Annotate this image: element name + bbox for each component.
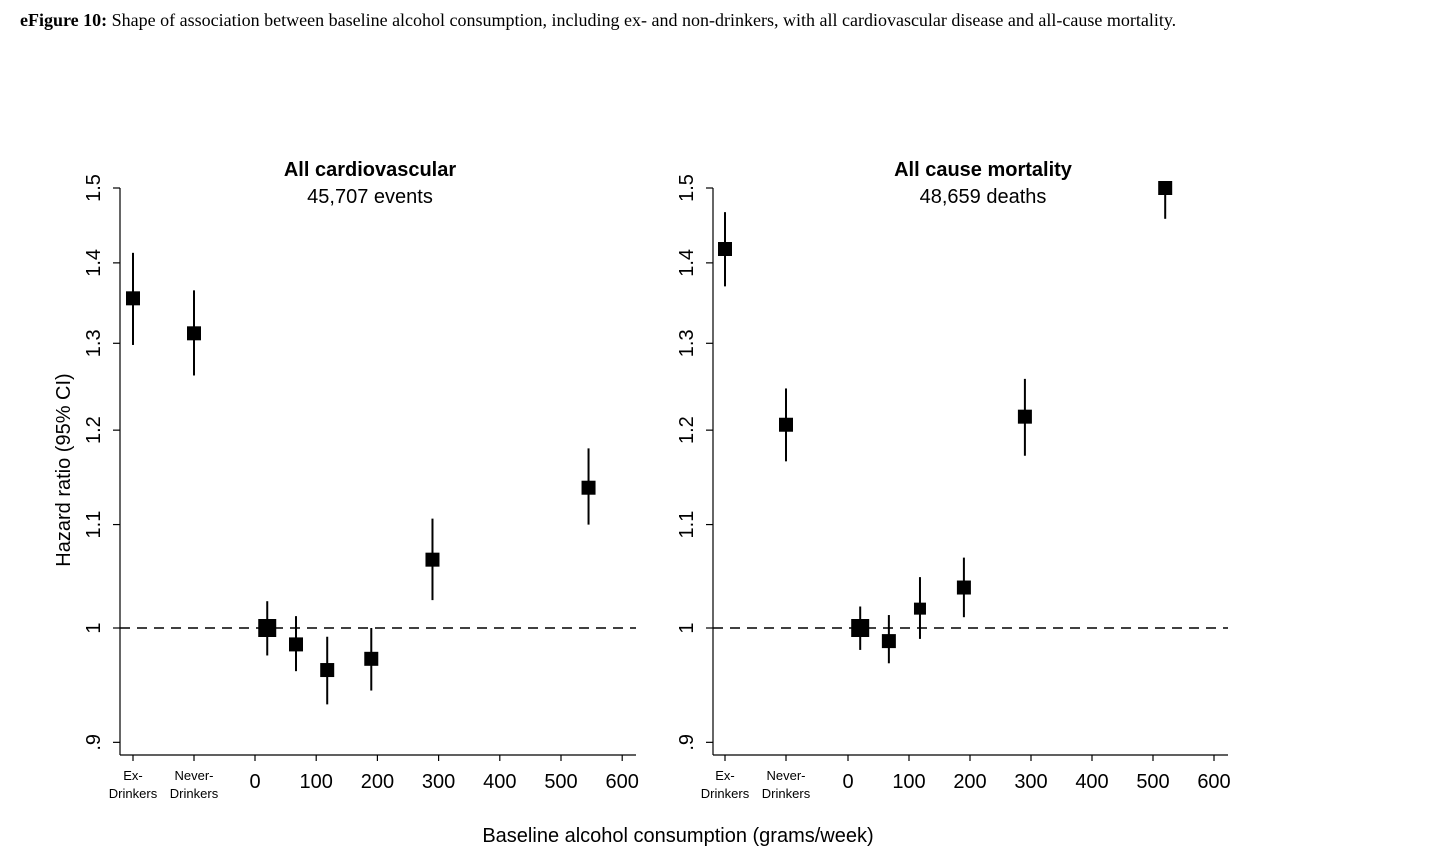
x-tick-label: 500 — [544, 771, 577, 793]
y-tick-label: 1 — [83, 622, 105, 633]
x-category-label: Drinkers — [701, 786, 750, 801]
x-tick-label: 600 — [606, 771, 639, 793]
y-axis-label: Hazard ratio (95% CI) — [53, 373, 75, 566]
chart-title: All cardiovascular — [284, 159, 457, 181]
chart-panel-cardiovascular: All cardiovascular 45,707 events .9 1 1.1 1.2… — [83, 159, 639, 801]
data-point-marker — [1017, 409, 1032, 424]
chart-subtitle: 48,659 deaths — [920, 186, 1047, 208]
x-tick-label: 0 — [842, 771, 853, 793]
x-tick-label: 100 — [300, 771, 333, 793]
chart-title: All cause mortality — [894, 159, 1073, 181]
data-point-marker — [425, 552, 440, 567]
caption-text: Shape of association between baseline al… — [107, 10, 1177, 30]
x-category-label: Never- — [766, 768, 805, 783]
y-tick-label: 1.2 — [676, 416, 698, 444]
x-category-label: Ex- — [123, 768, 143, 783]
data-point-marker — [956, 580, 971, 595]
chart-panel-mortality: All cause mortality 48,659 deaths .9 1 1.1 1.… — [676, 159, 1231, 801]
y-tick-label: 1.1 — [676, 511, 698, 539]
data-point-marker — [881, 634, 896, 649]
x-tick-label: 200 — [361, 771, 394, 793]
y-tick-label: 1.4 — [676, 249, 698, 277]
data-point-marker — [1158, 181, 1173, 195]
y-tick-label: 1.5 — [676, 174, 698, 202]
data-point-marker — [258, 619, 277, 637]
figure-caption: eFigure 10: Shape of association between… — [20, 10, 1450, 31]
category-point-marker — [126, 291, 140, 306]
data-point-marker — [364, 651, 379, 666]
x-tick-label: 600 — [1197, 771, 1230, 793]
y-tick-label: .9 — [83, 734, 105, 751]
y-tick-label: 1.4 — [83, 249, 105, 277]
x-category-label: Drinkers — [762, 786, 811, 801]
x-tick-label: 400 — [1075, 771, 1108, 793]
y-tick-label: 1.2 — [83, 416, 105, 444]
x-category-label: Drinkers — [109, 786, 158, 801]
x-tick-label: 0 — [249, 771, 260, 793]
y-tick-label: 1.5 — [83, 174, 105, 202]
data-point-marker — [851, 619, 870, 637]
x-axis-label: Baseline alcohol consumption (grams/week… — [482, 825, 873, 847]
x-category-label: Drinkers — [170, 786, 219, 801]
data-point-marker — [581, 480, 596, 495]
x-tick-label: 100 — [892, 771, 925, 793]
y-tick-label: 1.3 — [83, 329, 105, 357]
data-point-marker — [320, 663, 335, 678]
category-point-marker — [779, 417, 793, 432]
category-point-marker — [187, 326, 201, 341]
x-tick-label: 500 — [1136, 771, 1169, 793]
y-tick-label: .9 — [676, 734, 698, 751]
caption-label: eFigure 10: — [20, 10, 108, 30]
data-point-marker — [913, 602, 926, 615]
x-tick-label: 400 — [483, 771, 516, 793]
y-tick-label: 1 — [676, 622, 698, 633]
chart-subtitle: 45,707 events — [307, 186, 433, 208]
y-tick-label: 1.3 — [676, 329, 698, 357]
category-point-marker — [718, 242, 732, 257]
x-tick-label: 300 — [422, 771, 455, 793]
x-category-label: Ex- — [715, 768, 735, 783]
x-tick-label: 200 — [953, 771, 986, 793]
x-category-label: Never- — [174, 768, 213, 783]
y-tick-label: 1.1 — [83, 511, 105, 539]
x-tick-label: 300 — [1014, 771, 1047, 793]
data-point-marker — [289, 637, 304, 652]
